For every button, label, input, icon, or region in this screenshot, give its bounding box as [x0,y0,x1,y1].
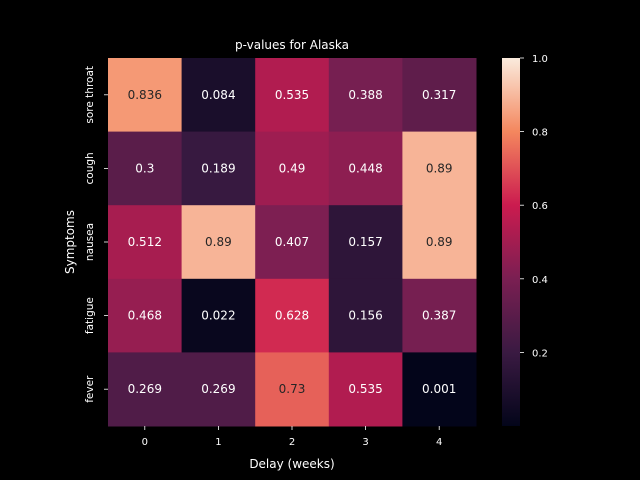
cell-value-label: 0.535 [348,382,382,396]
cell-value-label: 0.89 [426,161,453,175]
cell-value-label: 0.89 [205,235,232,249]
heatmap-cell [402,352,477,427]
heatmap-cell [255,58,330,133]
x-tick-label: 3 [362,437,368,448]
cell-value-label: 0.407 [275,235,309,249]
colorbar: 0.2 0.4 0.6 0.8 1.0 [502,54,548,426]
heatmap-cell [328,278,403,353]
cell-value-label: 0.836 [128,88,162,102]
y-tick-label: sore throat [84,66,96,124]
colorbar-tick-label: 0.4 [532,275,548,286]
heatmap-cell [328,131,403,206]
heatmap-cell [328,58,403,133]
x-tick-label: 2 [289,437,295,448]
heatmap-cell [402,131,477,206]
cell-value-label: 0.269 [201,382,235,396]
y-axis-label: Symptoms [63,210,77,274]
cell-value-label: 0.3 [135,161,154,175]
heatmap-cell [108,205,183,280]
cell-value-label: 0.269 [128,382,162,396]
cell-value-label: 0.388 [348,88,382,102]
cell-value-label: 0.89 [426,235,453,249]
heatmap-cell [328,205,403,280]
cell-value-label: 0.189 [201,161,235,175]
heatmap-cell [181,131,256,206]
cell-value-label: 0.468 [128,309,162,323]
heatmap-cell [181,352,256,427]
cell-value-label: 0.387 [422,309,456,323]
y-axis: sore throat cough nausea fatigue fever [84,66,108,403]
cell-value-label: 0.448 [348,161,382,175]
cell-value-label: 0.084 [201,88,235,102]
heatmap-cell [255,131,330,206]
cell-value-label: 0.535 [275,88,309,102]
heatmap-cell [181,278,256,353]
cell-value-label: 0.156 [348,309,382,323]
colorbar-tick-label: 0.8 [532,128,548,139]
heatmap-cell [402,278,477,353]
colorbar-tick-label: 0.2 [532,348,548,359]
colorbar-tick-label: 0.6 [532,201,548,212]
heatmap-cell [108,58,183,133]
x-tick-label: 1 [215,437,221,448]
y-tick-label: cough [84,152,96,184]
heatmap-cells: 0.836 0.084 0.535 0.388 0.317 0.3 0.189 0.49 0.4… [108,58,477,427]
heatmap-cell [181,58,256,133]
x-tick-label: 4 [436,437,442,448]
y-tick-label: fatigue [84,297,96,334]
heatmap-cell [402,205,477,280]
heatmap-cell [255,278,330,353]
colorbar-tick-label: 1.0 [532,54,548,65]
cell-value-label: 0.49 [279,161,306,175]
cell-value-label: 0.022 [201,309,235,323]
heatmap-cell [255,352,330,427]
cell-value-label: 0.157 [348,235,382,249]
cell-value-label: 0.628 [275,309,309,323]
heatmap-cell [181,205,256,280]
colorbar-gradient [502,58,520,426]
x-tick-label: 0 [142,437,148,448]
heatmap-cell [255,205,330,280]
colorbar-ticks: 0.2 0.4 0.6 0.8 1.0 [520,54,548,359]
chart-title: p-values for Alaska [235,38,349,52]
heatmap-cell [108,278,183,353]
heatmap-cell [108,352,183,427]
y-tick-label: nausea [84,223,96,261]
heatmap-cell [328,352,403,427]
x-axis: 0 1 2 3 4 [142,426,442,448]
cell-value-label: 0.512 [128,235,162,249]
cell-value-label: 0.73 [279,382,306,396]
heatmap-cell [108,131,183,206]
cell-value-label: 0.317 [422,88,456,102]
cell-value-label: 0.001 [422,382,456,396]
heatmap-cell [402,58,477,133]
x-axis-label: Delay (weeks) [249,457,334,471]
y-tick-label: fever [84,375,96,403]
